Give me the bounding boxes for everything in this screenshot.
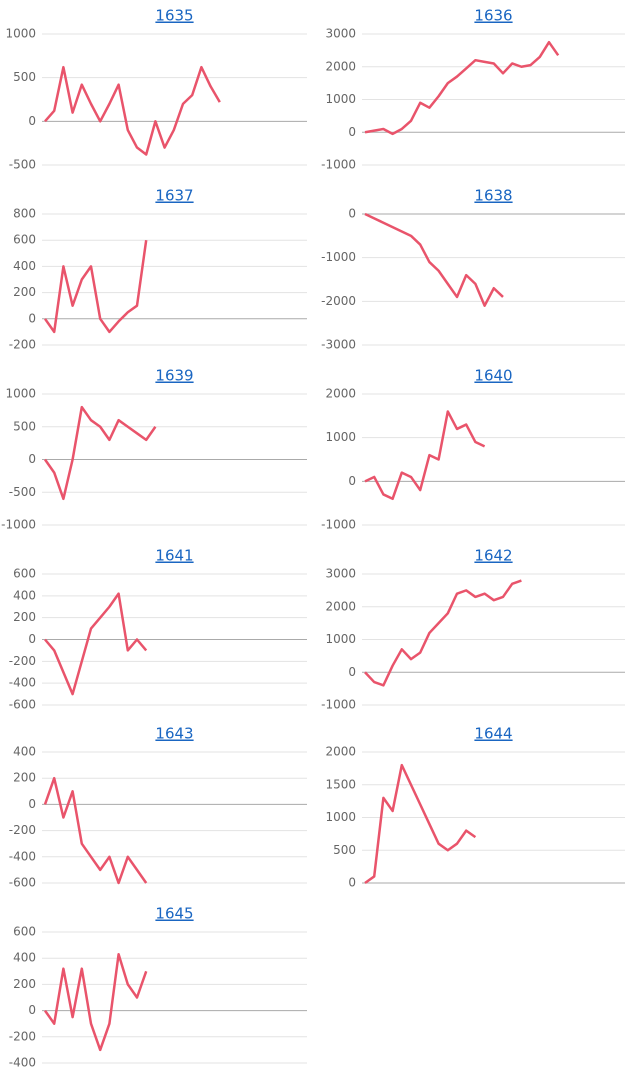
y-tick-label: -200 [9, 1029, 36, 1043]
y-tick-label: 0 [348, 207, 356, 221]
data-line [43, 405, 157, 501]
chart-title[interactable]: 1636 [474, 7, 512, 25]
y-tick-label: 400 [13, 745, 36, 759]
y-tick-label: 500 [13, 419, 36, 433]
y-tick-label: 500 [333, 843, 356, 857]
y-tick-label: 0 [28, 797, 36, 811]
y-tick-label: 200 [13, 610, 36, 624]
y-tick-label: -1000 [321, 518, 356, 532]
data-line [364, 40, 560, 136]
y-tick-label: 0 [28, 114, 36, 128]
y-tick-label: -200 [9, 654, 36, 668]
y-tick-label: -400 [9, 849, 36, 863]
y-tick-label: 2000 [325, 745, 356, 759]
data-line [364, 579, 522, 687]
y-tick-label: 200 [13, 285, 36, 299]
data-line [43, 240, 148, 334]
y-tick-label: 0 [348, 665, 356, 679]
y-tick-label: 1000 [5, 27, 36, 41]
y-tick-label: 400 [13, 951, 36, 965]
y-tick-label: 1500 [325, 777, 356, 791]
y-tick-label: 0 [28, 632, 36, 646]
chart-title[interactable]: 1645 [155, 905, 193, 923]
y-tick-label: 800 [13, 207, 36, 221]
y-tick-label: 2000 [325, 599, 356, 613]
y-tick-label: 500 [13, 70, 36, 84]
chart-title[interactable]: 1642 [474, 547, 512, 565]
y-tick-label: 400 [13, 588, 36, 602]
y-tick-label: 400 [13, 259, 36, 273]
data-line [364, 212, 504, 307]
data-line [43, 776, 148, 885]
y-tick-label: -400 [9, 676, 36, 690]
chart-title[interactable]: 1640 [474, 367, 512, 385]
y-tick-label: 600 [13, 567, 36, 581]
y-tick-label: 600 [13, 925, 36, 939]
y-tick-label: 1000 [5, 387, 36, 401]
y-tick-label: -200 [9, 338, 36, 352]
data-line [44, 65, 221, 156]
y-tick-label: -1000 [1, 518, 36, 532]
y-tick-label: 0 [28, 452, 36, 466]
chart-title[interactable]: 1637 [155, 187, 193, 205]
y-tick-label: -600 [9, 698, 36, 712]
y-tick-label: 2000 [325, 387, 356, 401]
y-tick-label: 0 [28, 311, 36, 325]
y-tick-label: 1000 [325, 430, 356, 444]
data-line [44, 592, 148, 696]
y-tick-label: -3000 [321, 338, 356, 352]
data-line [43, 953, 148, 1052]
y-tick-label: 0 [348, 876, 356, 890]
y-tick-label: -400 [9, 1056, 36, 1070]
y-tick-label: -500 [9, 158, 36, 172]
y-tick-label: 3000 [325, 567, 356, 581]
y-tick-label: -500 [9, 485, 36, 499]
y-tick-label: -200 [9, 823, 36, 837]
y-tick-label: 2000 [325, 59, 356, 73]
y-tick-label: 200 [13, 977, 36, 991]
y-tick-label: 3000 [325, 27, 356, 41]
chart-title[interactable]: 1643 [155, 725, 193, 743]
data-line [364, 410, 486, 501]
y-tick-label: -1000 [321, 158, 356, 172]
y-tick-label: 1000 [325, 92, 356, 106]
y-tick-label: 600 [13, 233, 36, 247]
y-tick-label: 0 [348, 125, 356, 139]
y-tick-label: 1000 [325, 632, 356, 646]
data-line [364, 763, 477, 885]
y-tick-label: 0 [348, 474, 356, 488]
y-tick-label: 200 [13, 771, 36, 785]
chart-title[interactable]: 1641 [155, 547, 193, 565]
y-tick-label: -1000 [321, 698, 356, 712]
chart-title[interactable]: 1638 [474, 187, 512, 205]
chart-title[interactable]: 1635 [155, 7, 193, 25]
chart-title[interactable]: 1644 [474, 725, 512, 743]
y-tick-label: -1000 [321, 250, 356, 264]
y-tick-label: 1000 [325, 810, 356, 824]
y-tick-label: 0 [28, 1003, 36, 1017]
chart-title[interactable]: 1639 [155, 367, 193, 385]
y-tick-label: -600 [9, 876, 36, 890]
y-tick-label: -2000 [321, 294, 356, 308]
